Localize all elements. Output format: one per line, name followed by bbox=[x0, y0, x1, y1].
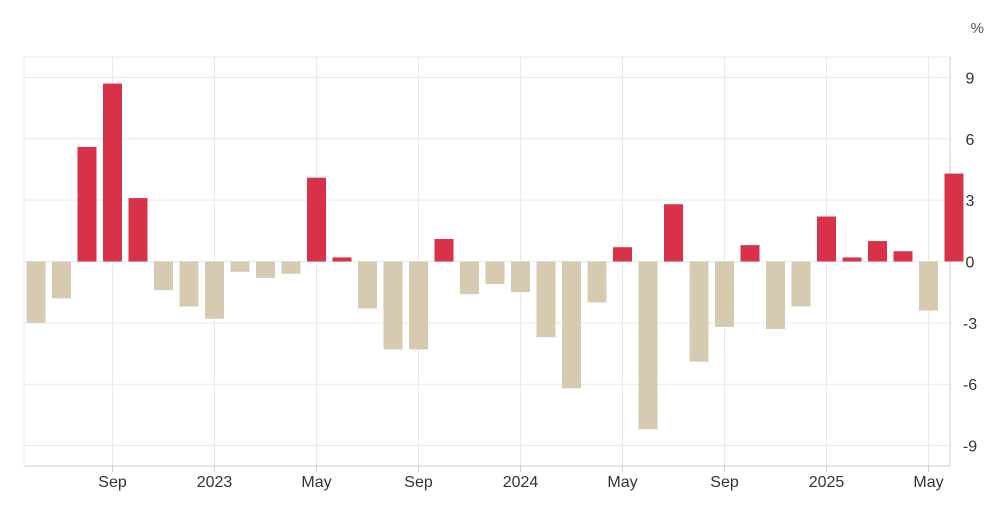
y-tick-label: 3 bbox=[966, 193, 975, 210]
bar-2025-06[interactable] bbox=[944, 173, 964, 262]
bar-2024-08[interactable] bbox=[689, 261, 709, 362]
y-tick-label: -3 bbox=[963, 316, 977, 333]
y-tick-label: -6 bbox=[963, 377, 977, 394]
bar-2023-03[interactable] bbox=[256, 261, 275, 278]
x-tick-label: May bbox=[913, 474, 943, 491]
bar-2023-07[interactable] bbox=[358, 261, 377, 309]
bar-2025-05[interactable] bbox=[919, 261, 938, 311]
bar-2025-03[interactable] bbox=[868, 241, 887, 262]
x-tick-label: 2024 bbox=[503, 474, 539, 491]
bar-2025-01[interactable] bbox=[817, 216, 836, 262]
bar-2024-01[interactable] bbox=[511, 261, 530, 293]
bar-2024-04[interactable] bbox=[587, 261, 607, 303]
bar-2024-09[interactable] bbox=[715, 261, 734, 327]
bar-2022-09[interactable] bbox=[103, 83, 122, 262]
y-tick-label: 6 bbox=[966, 132, 975, 149]
bar-2024-12[interactable] bbox=[791, 261, 811, 307]
x-tick-label: 2023 bbox=[197, 474, 233, 491]
bar-2023-12[interactable] bbox=[485, 261, 505, 284]
bar-2023-08[interactable] bbox=[383, 261, 403, 350]
bar-2023-09[interactable] bbox=[409, 261, 428, 350]
bar-2023-06[interactable] bbox=[332, 257, 352, 262]
x-axis-ticks: Sep 2023 May Sep 2024 May Sep 2025 May bbox=[98, 474, 943, 491]
bar-2023-10[interactable] bbox=[434, 239, 454, 262]
x-tick-label: Sep bbox=[98, 474, 127, 491]
y-axis-ticks: 9 6 3 0 -3 -6 -9 bbox=[963, 70, 977, 455]
y-axis-unit-label: % bbox=[971, 20, 984, 37]
y-tick-label: 9 bbox=[966, 70, 975, 87]
bar-2024-06[interactable] bbox=[638, 261, 658, 430]
bar-2023-02[interactable] bbox=[230, 261, 250, 272]
bar-2022-12[interactable] bbox=[179, 261, 199, 307]
bar-2023-11[interactable] bbox=[460, 261, 479, 295]
y-tick-label: 0 bbox=[966, 255, 975, 272]
x-tick-label: May bbox=[301, 474, 331, 491]
bar-2023-01[interactable] bbox=[205, 261, 224, 319]
bar-2023-04[interactable] bbox=[281, 261, 301, 274]
bar-2024-11[interactable] bbox=[766, 261, 785, 329]
bar-2025-02[interactable] bbox=[842, 257, 862, 262]
bar-2025-04[interactable] bbox=[893, 251, 913, 262]
x-tick-label: May bbox=[607, 474, 637, 491]
bar-2022-07[interactable] bbox=[52, 261, 71, 299]
bar-2024-02[interactable] bbox=[536, 261, 556, 338]
y-tick-label: -9 bbox=[963, 439, 977, 456]
bar-2023-05[interactable] bbox=[307, 177, 326, 262]
bar-2024-03[interactable] bbox=[562, 261, 581, 389]
bars bbox=[26, 83, 964, 430]
x-tick-label: Sep bbox=[404, 474, 433, 491]
x-tick-label: Sep bbox=[710, 474, 739, 491]
bar-2022-08[interactable] bbox=[77, 146, 97, 262]
bar-2022-10[interactable] bbox=[128, 198, 148, 262]
bar-2024-05[interactable] bbox=[613, 247, 632, 262]
bar-2024-07[interactable] bbox=[664, 204, 683, 262]
bar-2024-10[interactable] bbox=[740, 245, 760, 262]
bar-2022-06[interactable] bbox=[26, 261, 46, 323]
bar-2022-11[interactable] bbox=[154, 261, 173, 291]
x-tick-label: 2025 bbox=[809, 474, 845, 491]
